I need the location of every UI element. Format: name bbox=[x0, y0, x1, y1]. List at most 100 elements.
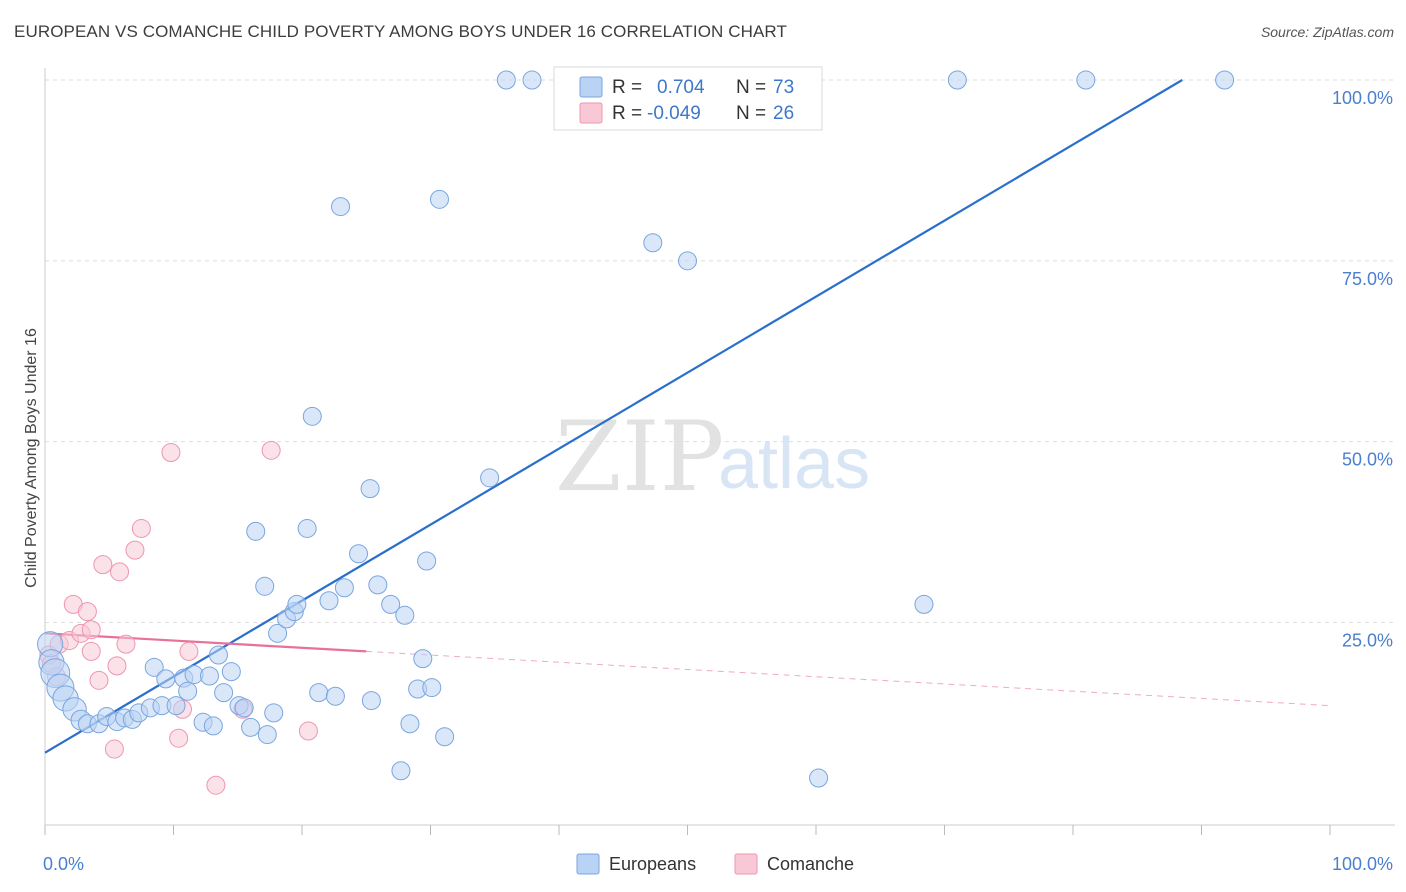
comanche-trendline bbox=[44, 632, 367, 653]
legend-swatch-comanche bbox=[579, 102, 603, 124]
watermark-atlas: atlas bbox=[718, 424, 870, 504]
watermark-zip: ZIP bbox=[555, 401, 724, 513]
comanche-point bbox=[125, 540, 145, 560]
europeans-point bbox=[360, 479, 380, 499]
legend-n-label-comanche: N = bbox=[736, 103, 766, 124]
comanche-point bbox=[104, 739, 124, 759]
europeans-point bbox=[643, 233, 663, 253]
bottom-legend-europeans: Europeans bbox=[609, 854, 696, 874]
comanche-point bbox=[81, 641, 101, 661]
bottom-legend-swatch-comanche bbox=[734, 853, 758, 875]
europeans-point bbox=[914, 594, 934, 614]
tick-labels: 100.0% 75.0% 50.0% 25.0% 0.0% 100.0% bbox=[43, 88, 1393, 874]
legend-r-value-comanche: -0.049 bbox=[647, 103, 701, 124]
bottom-legend-swatch-europeans bbox=[576, 853, 600, 875]
europeans-point bbox=[678, 251, 697, 271]
europeans-point bbox=[221, 662, 241, 682]
comanche-point bbox=[131, 518, 151, 538]
data-points bbox=[37, 70, 1235, 795]
trendlines bbox=[44, 79, 1331, 754]
legend-n-label-europeans: N = bbox=[736, 77, 766, 98]
europeans-point bbox=[302, 406, 322, 426]
europeans-point bbox=[522, 70, 542, 90]
europeans-trendline bbox=[44, 79, 1183, 754]
x-tick-label-min: 0.0% bbox=[43, 854, 84, 874]
europeans-point bbox=[429, 189, 449, 209]
europeans-point bbox=[361, 691, 381, 711]
comanche-point bbox=[261, 440, 281, 460]
comanche-point bbox=[169, 728, 189, 748]
comanche-point bbox=[77, 602, 97, 622]
europeans-point bbox=[400, 714, 420, 734]
europeans-point bbox=[1076, 70, 1096, 90]
europeans-point bbox=[496, 70, 516, 90]
europeans-point bbox=[234, 698, 254, 718]
europeans-point bbox=[241, 717, 261, 737]
y-tick-label: 50.0% bbox=[1342, 450, 1393, 470]
europeans-point bbox=[395, 605, 415, 625]
europeans-point bbox=[319, 591, 339, 611]
europeans-point bbox=[809, 768, 829, 788]
europeans-point bbox=[349, 544, 369, 564]
europeans-point bbox=[413, 649, 433, 669]
europeans-point bbox=[334, 578, 354, 598]
europeans-point bbox=[214, 683, 234, 703]
europeans-point bbox=[199, 666, 219, 686]
europeans-point bbox=[178, 681, 198, 701]
gridlines bbox=[45, 79, 1395, 623]
europeans-point bbox=[287, 594, 307, 614]
europeans-point bbox=[144, 657, 164, 677]
comanche-point bbox=[107, 656, 127, 676]
correlation-legend: R = 0.704 N = 73 R = -0.049 N = 26 bbox=[553, 66, 823, 131]
europeans-point bbox=[309, 683, 329, 703]
series-legend: Europeans Comanche bbox=[576, 853, 854, 875]
europeans-point bbox=[391, 761, 411, 781]
europeans-point bbox=[156, 669, 176, 689]
comanche-point bbox=[89, 670, 109, 690]
europeans-point bbox=[435, 727, 455, 747]
bottom-legend-comanche: Comanche bbox=[767, 854, 854, 874]
europeans-point bbox=[417, 551, 437, 571]
legend-r-label-europeans: R = bbox=[612, 77, 642, 98]
legend-swatch-europeans bbox=[579, 76, 603, 98]
europeans-point bbox=[246, 521, 266, 541]
europeans-point bbox=[203, 716, 223, 736]
europeans-point bbox=[422, 678, 442, 698]
comanche-point bbox=[206, 775, 226, 795]
comanche-point bbox=[81, 620, 101, 640]
legend-r-value-europeans: 0.704 bbox=[657, 77, 705, 98]
comanche-point bbox=[179, 641, 199, 661]
europeans-point bbox=[268, 623, 288, 643]
comanche-point bbox=[93, 555, 113, 575]
europeans-point bbox=[381, 594, 401, 614]
comanche-point bbox=[116, 634, 136, 654]
europeans-point bbox=[166, 696, 186, 716]
y-axis-label: Child Poverty Among Boys Under 16 bbox=[23, 328, 40, 588]
europeans-point bbox=[1215, 70, 1235, 90]
europeans-point bbox=[255, 576, 275, 596]
chart-title: EUROPEAN VS COMANCHE CHILD POVERTY AMONG… bbox=[14, 22, 787, 41]
source-label: Source: ZipAtlas.com bbox=[1260, 24, 1394, 40]
europeans-point bbox=[325, 686, 345, 706]
europeans-point bbox=[297, 518, 317, 538]
comanche-point bbox=[298, 721, 318, 741]
europeans-point bbox=[947, 70, 967, 90]
europeans-point bbox=[480, 468, 500, 488]
europeans-point bbox=[257, 725, 277, 745]
y-tick-label: 75.0% bbox=[1342, 269, 1393, 289]
y-tick-label: 25.0% bbox=[1342, 630, 1393, 650]
axes bbox=[44, 68, 1395, 835]
legend-n-value-comanche: 26 bbox=[773, 103, 794, 124]
europeans-point bbox=[264, 703, 284, 723]
europeans-point bbox=[368, 575, 388, 595]
y-tick-label: 100.0% bbox=[1332, 88, 1393, 108]
legend-n-value-europeans: 73 bbox=[773, 77, 794, 98]
comanche-point bbox=[110, 562, 130, 582]
legend-r-label-comanche: R = bbox=[612, 103, 642, 124]
europeans-point bbox=[331, 197, 351, 217]
comanche-trendline-extension bbox=[366, 650, 1331, 707]
comanche-point bbox=[161, 443, 181, 462]
europeans-point bbox=[208, 645, 228, 665]
x-tick-label-max: 100.0% bbox=[1332, 854, 1393, 874]
